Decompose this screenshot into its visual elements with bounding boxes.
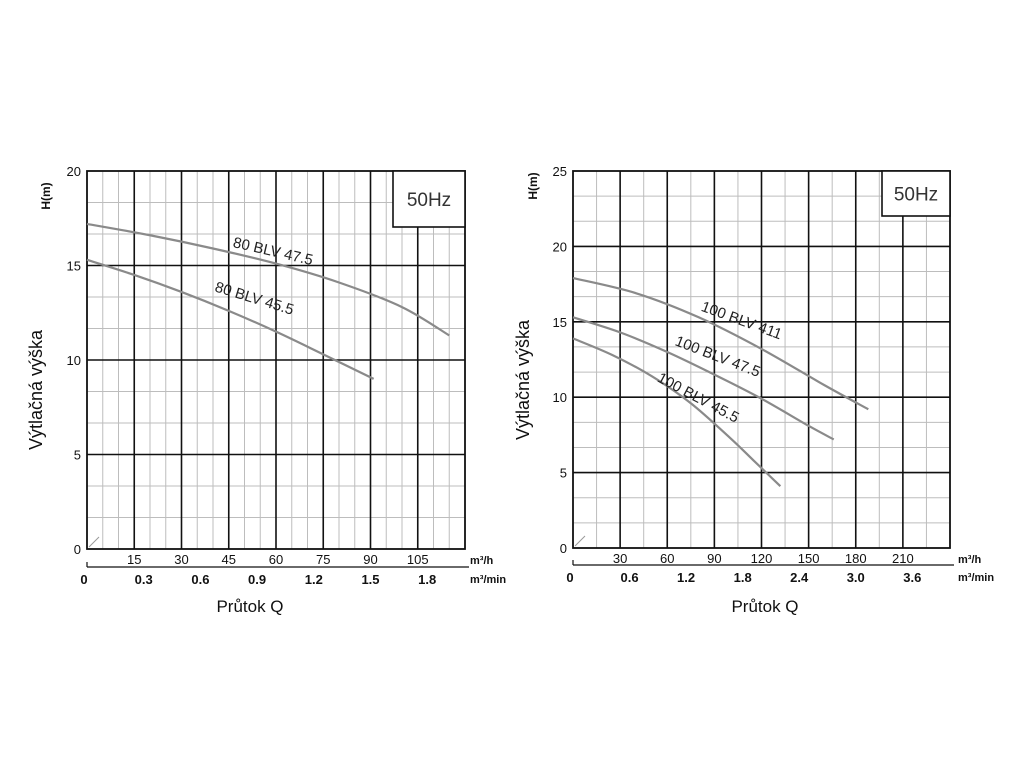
x-tick-label-m3min: 1.8 bbox=[734, 570, 752, 585]
x-tick-label-m3h: 30 bbox=[613, 551, 627, 566]
x-tick-label-m3h: 210 bbox=[892, 551, 914, 566]
x-tick-label-m3min: 0 bbox=[80, 572, 87, 587]
x-tick-label-m3min: 0 bbox=[566, 570, 573, 585]
x-tick-label-m3min: 0.6 bbox=[191, 572, 209, 587]
x-tick-label-m3min: 3.6 bbox=[903, 570, 921, 585]
y-tick-label: 0 bbox=[560, 541, 567, 556]
x-tick-label-m3h: 15 bbox=[127, 552, 141, 567]
plot-frame bbox=[572, 170, 951, 549]
x-tick-label-m3min: 1.2 bbox=[305, 572, 323, 587]
y-tick-label: 25 bbox=[553, 164, 567, 179]
series-label-2: 80 BLV 45.5 bbox=[213, 279, 296, 319]
plot-frame bbox=[86, 170, 466, 550]
x-unit-m3min: m³/min bbox=[470, 574, 506, 586]
frequency-badge: 50Hz bbox=[407, 190, 451, 211]
x-tick-label-m3min: 0.9 bbox=[248, 572, 266, 587]
frequency-badge-box bbox=[392, 170, 466, 228]
y-tick-label: 15 bbox=[67, 259, 81, 274]
grid bbox=[573, 171, 950, 548]
x-tick-label-m3h: 45 bbox=[222, 552, 236, 567]
x-unit-m3min: m³/min bbox=[958, 572, 994, 584]
y-tick-label: 20 bbox=[67, 164, 81, 179]
y-tick-label: 5 bbox=[560, 466, 567, 481]
x-tick-label-m3h: 60 bbox=[269, 552, 283, 567]
x-tick-label-m3h: 90 bbox=[707, 551, 721, 566]
grid bbox=[87, 171, 465, 549]
x-tick-label-m3min: 2.4 bbox=[790, 570, 809, 585]
series-label-2: 100 BLV 47.5 bbox=[673, 333, 763, 381]
x-tick-label-m3min: 1.5 bbox=[361, 572, 379, 587]
x-tick-label-m3min: 0.3 bbox=[135, 572, 153, 587]
x-tick-label-m3h: 150 bbox=[798, 551, 820, 566]
y-tick-label: 5 bbox=[74, 448, 81, 463]
series-line-2 bbox=[572, 316, 835, 441]
chart-panel-1: 50Hz 0 5 10 15 20 H(m) Výtlačná výška 15 30 45 60 75… bbox=[26, 164, 506, 616]
y-tick-label: 0 bbox=[74, 542, 81, 557]
series-line-2 bbox=[86, 258, 375, 380]
series-label-1: 100 BLV 411 bbox=[699, 298, 784, 343]
y-tick-label: 20 bbox=[553, 239, 567, 254]
y-unit-label: H(m) bbox=[526, 172, 540, 199]
x-tick-label-m3h: 60 bbox=[660, 551, 674, 566]
origin-mark bbox=[88, 536, 100, 548]
y-tick-label: 10 bbox=[553, 390, 567, 405]
x-tick-label-m3h: 180 bbox=[845, 551, 867, 566]
y-axis-label: Výtlačná výška bbox=[513, 319, 533, 440]
series-line-3 bbox=[572, 337, 782, 487]
x-tick-label-m3min: 1.2 bbox=[677, 570, 695, 585]
chart-panel-2: 50Hz 0 5 10 15 20 25 H(m) Výtlačná výška 30 60 90 12… bbox=[513, 164, 994, 616]
x-tick-label-m3h: 30 bbox=[174, 552, 188, 567]
series-line-1 bbox=[572, 276, 869, 411]
y-unit-label: H(m) bbox=[39, 182, 53, 209]
x-tick-label-m3h: 105 bbox=[407, 552, 429, 567]
series-line-1 bbox=[86, 222, 450, 337]
x-axis-label: Průtok Q bbox=[216, 597, 283, 616]
x-unit-m3h: m³/h bbox=[470, 555, 494, 567]
y-tick-label: 10 bbox=[67, 353, 81, 368]
x-axis-label: Průtok Q bbox=[731, 597, 798, 616]
frequency-badge-box bbox=[881, 170, 951, 217]
x-tick-label-m3min: 1.8 bbox=[418, 572, 436, 587]
y-axis-label: Výtlačná výška bbox=[26, 329, 46, 450]
x-tick-label-m3min: 0.6 bbox=[621, 570, 639, 585]
x-tick-label-m3h: 120 bbox=[751, 551, 773, 566]
origin-mark bbox=[574, 535, 586, 547]
x-tick-label-m3min: 3.0 bbox=[847, 570, 865, 585]
x-unit-m3h: m³/h bbox=[958, 554, 982, 566]
x-tick-label-m3h: 75 bbox=[316, 552, 330, 567]
x-tick-label-m3h: 90 bbox=[363, 552, 377, 567]
y-tick-label: 15 bbox=[553, 315, 567, 330]
frequency-badge: 50Hz bbox=[894, 185, 938, 206]
